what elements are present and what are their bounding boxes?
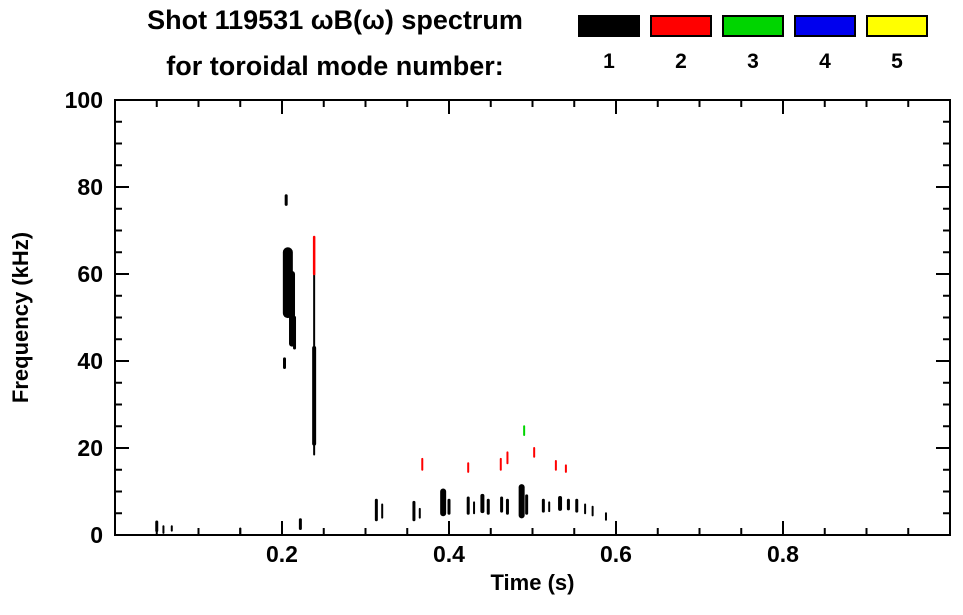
series-mode-1 xyxy=(155,194,607,535)
legend-swatch-mode-4 xyxy=(794,15,856,37)
series-mode-2 xyxy=(312,235,567,473)
mode-legend: 1 2 3 4 5 xyxy=(578,15,928,74)
legend-swatch-mode-2 xyxy=(650,15,712,37)
legend-label-mode-5: 5 xyxy=(891,50,903,73)
x-axis-label: Time (s) xyxy=(491,570,575,595)
legend-entry-mode-5: 5 xyxy=(866,15,928,74)
legend-label-mode-1: 1 xyxy=(603,50,615,73)
y-tick-label: 80 xyxy=(77,174,103,200)
x-tick-label: 0.8 xyxy=(767,541,799,567)
y-axis-label: Frequency (kHz) xyxy=(8,232,33,403)
x-tick-label: 0.6 xyxy=(600,541,632,567)
y-tick-label: 20 xyxy=(77,435,103,461)
legend-label-mode-2: 2 xyxy=(675,50,687,73)
legend-swatch-mode-1 xyxy=(578,15,640,37)
legend-entry-mode-3: 3 xyxy=(722,15,784,74)
plot-frame xyxy=(114,99,951,536)
legend-entry-mode-1: 1 xyxy=(578,15,640,74)
y-tick-label: 40 xyxy=(77,348,103,374)
y-tick-label: 0 xyxy=(90,522,103,548)
legend-swatch-mode-5 xyxy=(866,15,928,37)
legend-label-mode-3: 3 xyxy=(747,50,759,73)
chart-title-line1: Shot 119531 ωB(ω) spectrum xyxy=(147,5,523,35)
legend-label-mode-4: 4 xyxy=(819,50,831,73)
tick-labels: 0.2 0.4 0.6 0.8 0 20 40 60 80 100 xyxy=(65,87,800,567)
chart-title-line2: for toroidal mode number: xyxy=(166,51,504,81)
y-tick-label: 100 xyxy=(65,87,103,113)
axis-ticks xyxy=(115,100,950,535)
x-tick-label: 0.2 xyxy=(266,541,298,567)
legend-swatch-mode-3 xyxy=(722,15,784,37)
legend-entry-mode-2: 2 xyxy=(650,15,712,74)
x-tick-label: 0.4 xyxy=(433,541,465,567)
legend-entry-mode-4: 4 xyxy=(794,15,856,74)
y-tick-label: 60 xyxy=(77,261,103,287)
